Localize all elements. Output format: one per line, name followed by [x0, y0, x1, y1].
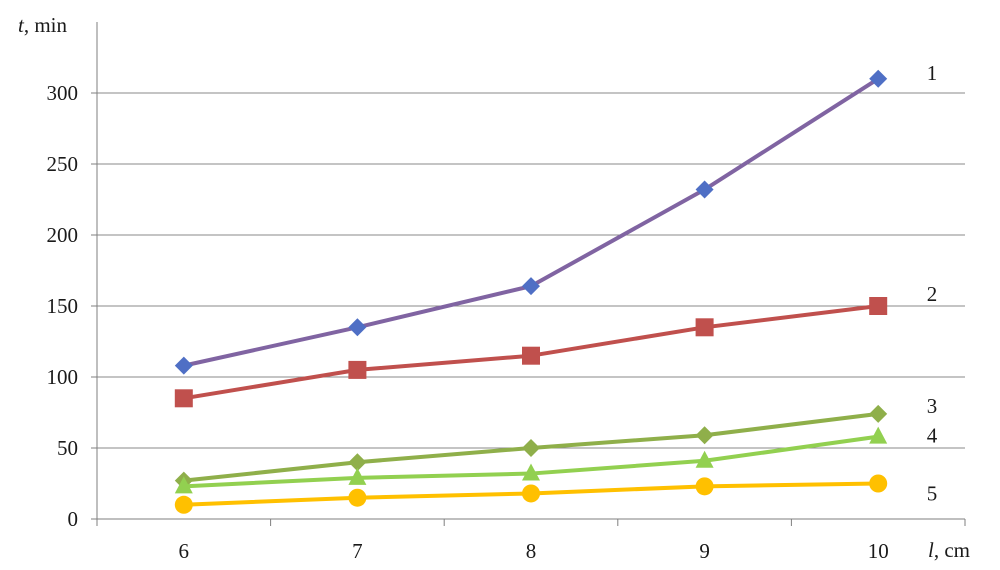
x-axis-unit: , cm: [934, 538, 970, 562]
gridlines: [97, 92, 965, 449]
series-2-point-10: [869, 297, 888, 315]
y-axis-var: t: [18, 13, 25, 37]
x-tick-label-8: 8: [526, 539, 537, 563]
series-5: 5: [174, 474, 938, 514]
series-3-point-9: [695, 426, 714, 445]
series-1-point-8: [522, 277, 540, 296]
ticks: 0 50 100 150 200 250 300 6 7 8 9 10: [47, 81, 966, 563]
series-4: 4: [174, 424, 938, 494]
series-3: 3: [174, 394, 938, 490]
series-4-point-6: [174, 476, 193, 494]
y-axis-label: t, min: [18, 13, 68, 37]
x-axis-var: l: [928, 538, 934, 562]
series-2-point-8: [522, 346, 540, 365]
series-4-label: 4: [927, 424, 938, 448]
y-tick-label-150: 150: [47, 294, 79, 318]
series-2: 2: [174, 282, 938, 408]
y-tick-label-300: 300: [47, 81, 79, 105]
series-5-point-6: [174, 495, 193, 514]
series-5-point-7: [348, 488, 367, 507]
series-2-label: 2: [927, 282, 938, 306]
series-1-label: 1: [927, 61, 938, 85]
series-5-point-8: [522, 484, 540, 503]
x-tick-label-7: 7: [352, 539, 363, 563]
x-tick-label-9: 9: [699, 539, 710, 563]
x-tick-label-10: 10: [868, 539, 889, 563]
series-5-label: 5: [927, 482, 938, 506]
series-1-line: [183, 77, 880, 368]
y-tick-label-100: 100: [47, 365, 79, 389]
series-1-point-9: [695, 180, 714, 199]
y-tick-label-250: 250: [47, 152, 79, 176]
series-1-point-10: [869, 69, 888, 88]
series-4-point-9: [695, 450, 714, 468]
y-axis-unit: , min: [24, 13, 68, 37]
x-tick-label-6: 6: [179, 539, 190, 563]
series-1: 1: [174, 61, 938, 375]
series-2-point-6: [174, 389, 193, 408]
y-tick-label-200: 200: [47, 223, 79, 247]
series-2-point-9: [695, 318, 714, 337]
series-3-point-7: [348, 453, 367, 472]
series-3-point-10: [869, 404, 888, 423]
axes: [96, 22, 965, 520]
series-4-point-7: [348, 467, 367, 485]
series-2-point-7: [348, 360, 367, 379]
series-group: 1 2 3 4 5: [174, 61, 938, 514]
series-4-point-8: [522, 463, 540, 481]
series-4-point-10: [869, 426, 888, 444]
series-5-point-9: [695, 477, 714, 496]
y-tick-label-50: 50: [57, 436, 78, 460]
series-1-point-7: [348, 318, 367, 337]
x-axis-label: l, cm: [928, 538, 970, 562]
series-1-point-6: [174, 356, 193, 375]
series-3-label: 3: [927, 394, 938, 418]
series-5-point-10: [869, 474, 888, 493]
series-3-point-8: [522, 439, 540, 457]
y-tick-label-0: 0: [68, 507, 79, 531]
